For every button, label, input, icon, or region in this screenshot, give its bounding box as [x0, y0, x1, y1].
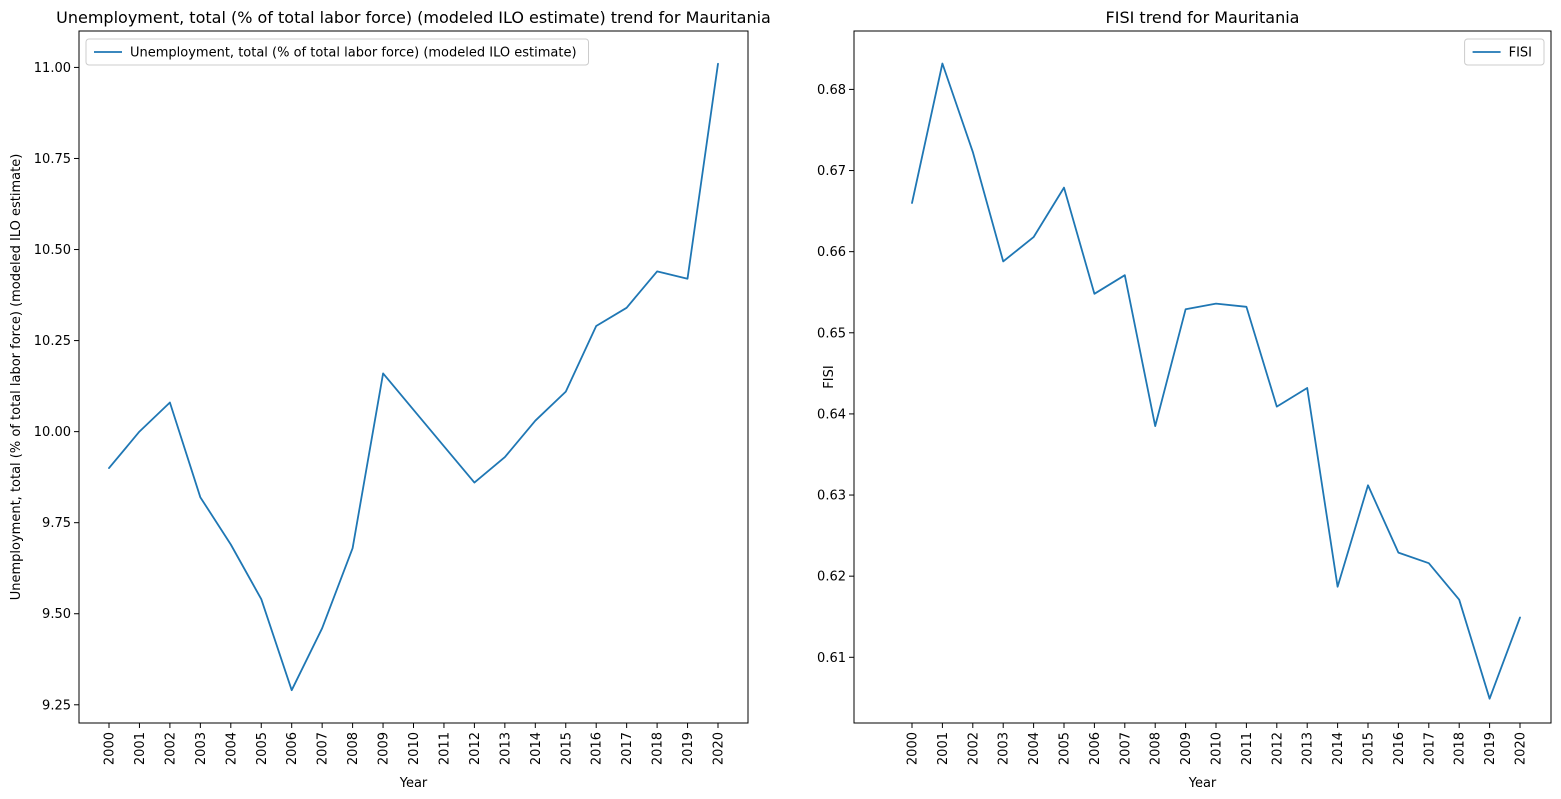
x-tick-label: 2000	[906, 732, 921, 765]
x-tick-label: 2007	[1118, 732, 1133, 765]
x-tick-label: 2004	[224, 732, 239, 765]
x-tick-label: 2015	[559, 732, 574, 765]
x-tick-label: 2002	[966, 732, 981, 765]
x-tick-label: 2015	[1362, 732, 1377, 765]
legend-label: Unemployment, total (% of total labor fo…	[130, 46, 577, 61]
x-tick-label: 2020	[1514, 732, 1529, 765]
x-tick-label: 2001	[133, 732, 148, 765]
x-tick-label: 2006	[1088, 732, 1103, 765]
x-tick-label: 2003	[997, 732, 1012, 765]
x-tick-label: 2014	[529, 732, 544, 765]
series-line	[108, 62, 719, 692]
chart-title: Unemployment, total (% of total labor fo…	[56, 8, 771, 27]
x-tick-label: 2007	[316, 732, 331, 765]
x-tick-label: 2009	[377, 732, 392, 765]
series-line	[911, 62, 1521, 700]
x-tick-label: 2013	[498, 732, 513, 765]
y-tick-label: 0.64	[817, 407, 846, 422]
unemployment-chart: Unemployment, total (% of total labor fo…	[9, 8, 771, 791]
y-tick-label: 0.61	[817, 651, 846, 666]
x-tick-label: 2009	[1179, 732, 1194, 765]
x-tick-label: 2013	[1301, 732, 1316, 765]
x-tick-label: 2020	[712, 732, 727, 765]
x-tick-label: 2017	[620, 732, 635, 765]
legend: Unemployment, total (% of total labor fo…	[85, 38, 590, 66]
y-tick-label: 10.50	[34, 243, 71, 258]
x-tick-label: 2014	[1331, 732, 1346, 765]
x-tick-label: 2019	[681, 732, 696, 765]
x-tick-label: 2010	[1210, 732, 1225, 765]
fisi-chart: FISI trend for Mauritania 0.61 0.62 0.63 0.6…	[817, 8, 1552, 791]
x-tick-label: 2019	[1483, 732, 1498, 765]
x-tick-label: 2002	[163, 732, 178, 765]
x-axis-label: Year	[399, 776, 428, 791]
y-axis-label: Unemployment, total (% of total labor fo…	[9, 154, 24, 601]
x-tick-label: 2005	[255, 732, 270, 765]
x-tick-label: 2006	[285, 732, 300, 765]
legend-label: FISI	[1509, 46, 1532, 61]
y-tick-label: 9.75	[42, 516, 71, 531]
x-tick-label: 2008	[346, 732, 361, 765]
y-tick-label: 0.65	[817, 326, 846, 341]
y-tick-label: 9.25	[42, 698, 71, 713]
x-tick-label: 2016	[590, 732, 605, 765]
y-tick-label: 0.63	[817, 489, 846, 504]
y-tick-label: 9.50	[42, 607, 71, 622]
x-tick-label: 2000	[103, 732, 118, 765]
legend-box	[85, 38, 590, 66]
chart-title: FISI trend for Mauritania	[1106, 8, 1300, 27]
x-tick-label: 2001	[936, 732, 951, 765]
plot-frame	[853, 30, 1552, 724]
x-tick-label: 2008	[1149, 732, 1164, 765]
x-tick-label: 2005	[1058, 732, 1073, 765]
x-tick-label: 2016	[1392, 732, 1407, 765]
plot-frame	[78, 30, 749, 724]
x-axis-label: Year	[1188, 776, 1217, 791]
y-tick-label: 10.25	[34, 334, 71, 349]
y-axis-label: FISI	[822, 365, 837, 388]
legend-box	[1464, 38, 1545, 66]
y-tick-label: 0.62	[817, 570, 846, 585]
y-tick-label: 0.66	[817, 245, 846, 260]
y-tick-label: 10.75	[34, 152, 71, 167]
x-tick-label: 2018	[1453, 732, 1468, 765]
y-tick-label: 11.00	[34, 61, 71, 76]
x-tick-label: 2011	[437, 732, 452, 765]
x-tick-label: 2003	[194, 732, 209, 765]
x-tick-label: 2010	[407, 732, 422, 765]
x-tick-label: 2018	[651, 732, 666, 765]
legend: FISI	[1464, 38, 1545, 66]
y-tick-label: 0.68	[817, 83, 846, 98]
x-tick-label: 2004	[1027, 732, 1042, 765]
y-tick-label: 10.00	[34, 425, 71, 440]
x-tick-label: 2011	[1240, 732, 1255, 765]
x-tick-label: 2012	[468, 732, 483, 765]
x-tick-label: 2017	[1422, 732, 1437, 765]
x-tick-label: 2012	[1270, 732, 1285, 765]
y-tick-label: 0.67	[817, 164, 846, 179]
